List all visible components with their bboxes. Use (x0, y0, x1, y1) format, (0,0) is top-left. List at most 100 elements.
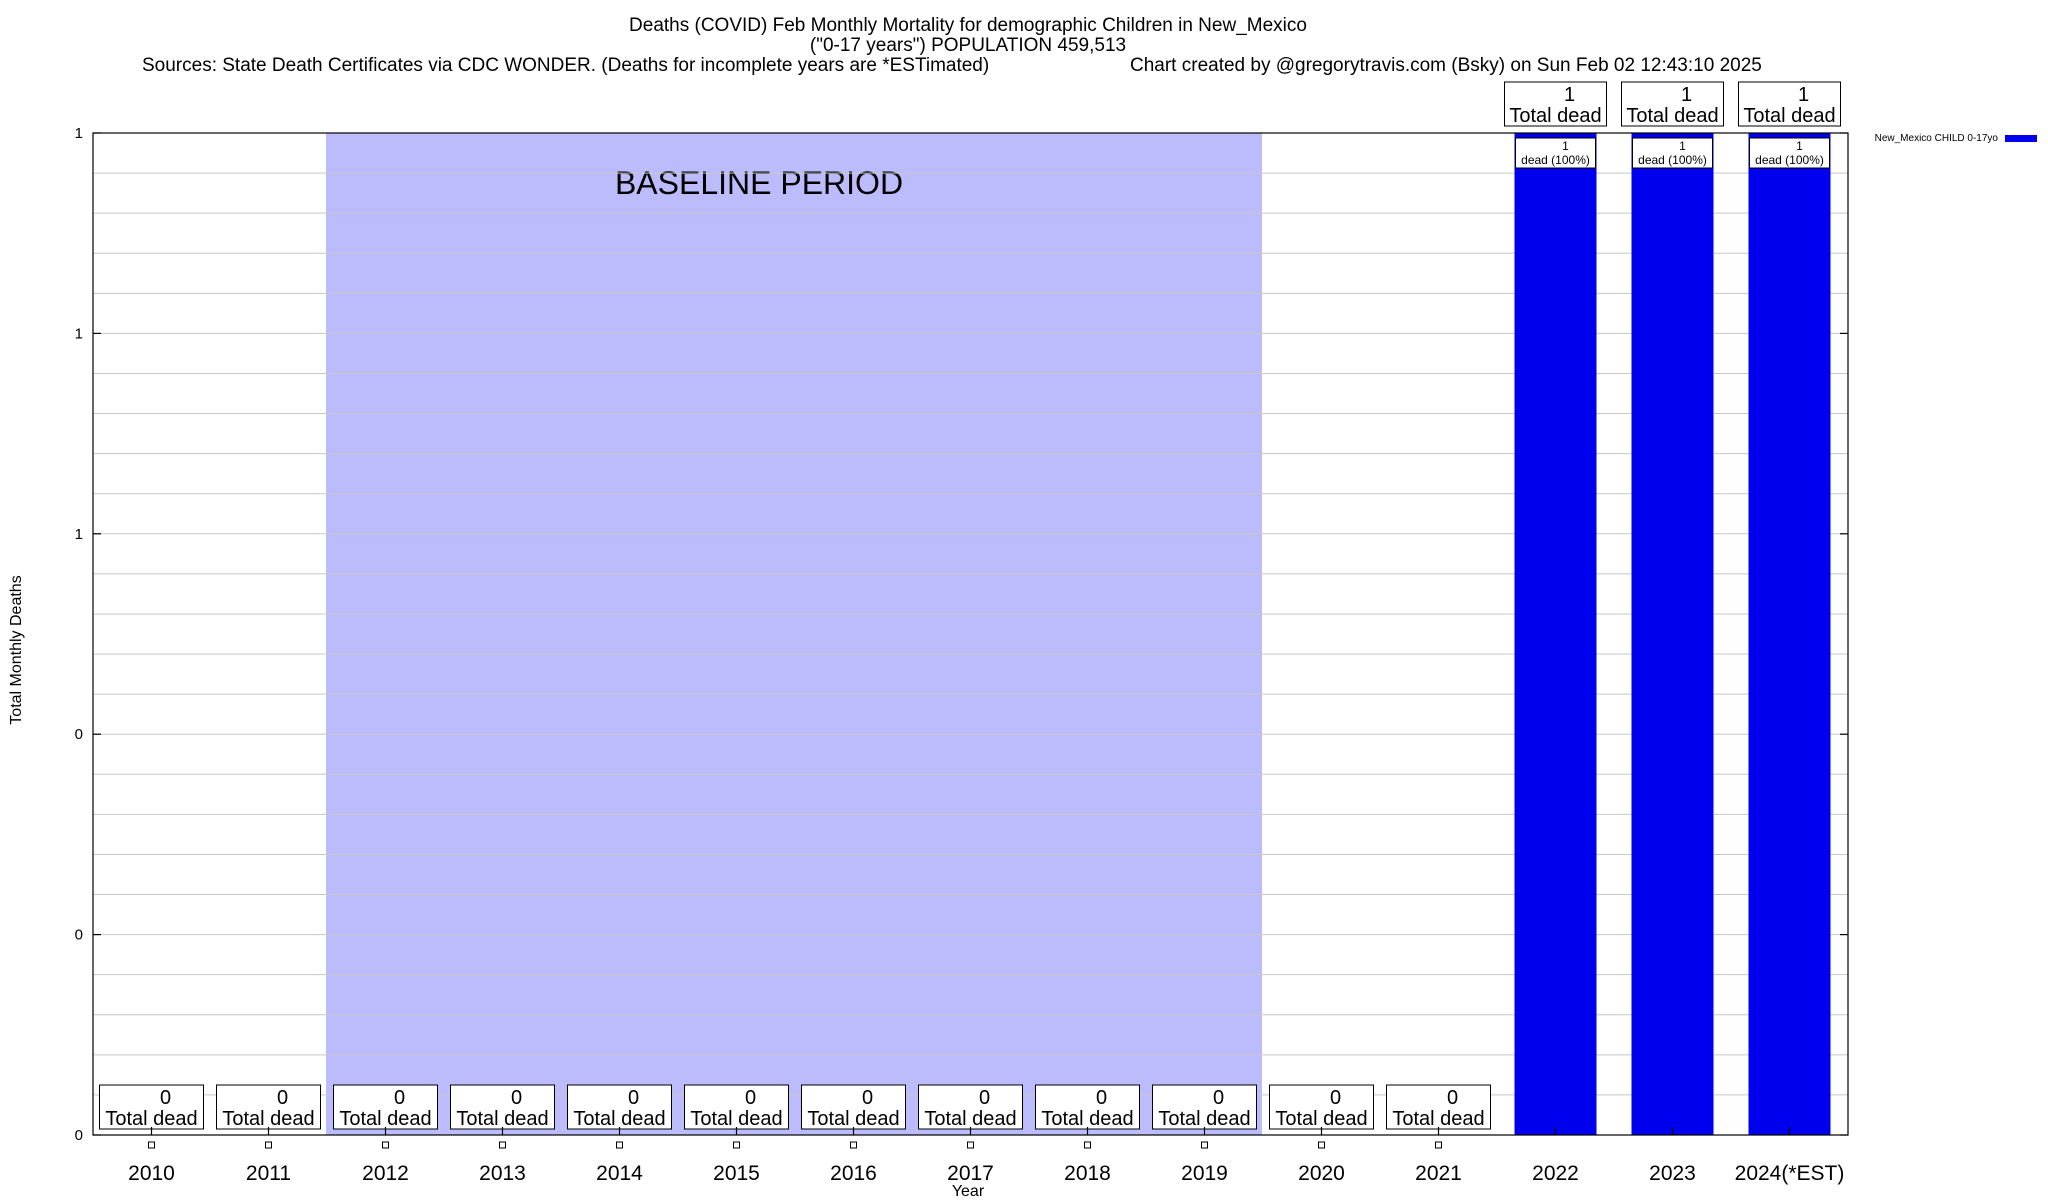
total-dead-text: Total dead (1041, 1108, 1133, 1130)
total-dead-value: 0 (1447, 1087, 1458, 1109)
zero-point-marker (148, 1141, 155, 1149)
bar-inner-label-box (1749, 137, 1830, 169)
zero-point-marker (499, 1141, 506, 1149)
x-tick-label: 2012 (362, 1162, 409, 1185)
chart-subtitle-sources: Sources: State Death Certificates via CD… (142, 55, 989, 76)
zero-point-marker (1084, 1141, 1091, 1149)
chart-subtitle-credit: Chart created by @gregorytravis.com (Bsk… (1130, 55, 1762, 76)
zero-point-marker (265, 1141, 272, 1149)
x-tick-label: 2015 (713, 1162, 760, 1185)
y-axis-label: Total Monthly Deaths (8, 575, 25, 724)
bar-inner-label-text: dead (100%) (1755, 153, 1824, 167)
x-axis-label: Year (952, 1183, 985, 1200)
legend: New_Mexico CHILD 0-17yo (1875, 133, 2037, 144)
x-tick-label: 2014 (596, 1162, 643, 1185)
x-tick-label: 2013 (479, 1162, 526, 1185)
zero-point-marker (733, 1141, 740, 1149)
x-tick-label: 2021 (1415, 1162, 1462, 1185)
bar-2022 (1514, 133, 1597, 1135)
y-tick-label: 1 (75, 125, 83, 142)
total-dead-box (1152, 1084, 1257, 1130)
zero-point-marker (967, 1141, 974, 1149)
x-axis-ticks: 2010 2011 2012 2013 2014 2015 2016 2017 2018 2019… (128, 1127, 1844, 1185)
bar-inner-label-value: 1 (1562, 139, 1569, 153)
total-dead-box (567, 1084, 672, 1130)
x-tick-label: 2023 (1649, 1162, 1696, 1185)
zero-point-marker (1435, 1141, 1442, 1149)
total-dead-box (1504, 81, 1607, 127)
x-tick-label: 2024(*EST) (1735, 1162, 1845, 1185)
total-dead-text: Total dead (1626, 105, 1718, 127)
total-dead-box (99, 1084, 204, 1130)
total-dead-value: 0 (160, 1087, 171, 1109)
total-dead-box (1621, 81, 1724, 127)
legend-entry-label: New_Mexico CHILD 0-17yo (1875, 133, 1999, 144)
y-tick-label: 0 (75, 1127, 83, 1144)
total-dead-text: Total dead (105, 1108, 197, 1130)
total-dead-box (216, 1084, 321, 1130)
x-tick-label: 2011 (246, 1162, 291, 1185)
x-tick-label: 2017 (947, 1162, 994, 1185)
zero-point-marker (850, 1141, 857, 1149)
x-tick-label: 2016 (830, 1162, 877, 1185)
x-tick-label: 2010 (128, 1162, 175, 1185)
total-dead-box (918, 1084, 1023, 1130)
total-dead-text: Total dead (1509, 105, 1601, 127)
total-dead-value: 0 (394, 1087, 405, 1109)
bar-inner-label-box (1515, 137, 1596, 169)
legend-entry-swatch (2005, 135, 2037, 142)
bar-2023 (1631, 133, 1714, 1135)
total-dead-text: Total dead (924, 1108, 1016, 1130)
total-dead-value: 0 (745, 1087, 756, 1109)
total-dead-value: 0 (1330, 1087, 1341, 1109)
bar-inner-label-value: 1 (1796, 139, 1803, 153)
x-tick-label: 2022 (1532, 1162, 1579, 1185)
total-dead-box (1738, 81, 1841, 127)
total-dead-text: Total dead (807, 1108, 899, 1130)
total-dead-box (1269, 1084, 1374, 1130)
total-dead-value: 1 (1681, 84, 1692, 106)
zero-point-marker (382, 1141, 389, 1149)
total-dead-box (1386, 1084, 1491, 1130)
bar-inner-label-box (1632, 137, 1713, 169)
total-dead-box (450, 1084, 555, 1130)
baseline-period-band (326, 133, 1262, 1135)
total-dead-value: 0 (1096, 1087, 1107, 1109)
total-dead-text: Total dead (222, 1108, 314, 1130)
total-dead-text: Total dead (1158, 1108, 1250, 1130)
total-dead-text: Total dead (573, 1108, 665, 1130)
y-tick-label: 0 (75, 927, 83, 944)
total-dead-box (801, 1084, 906, 1130)
baseline-period-label: BASELINE PERIOD (615, 165, 903, 201)
total-dead-text: Total dead (339, 1108, 431, 1130)
zero-point-marker (616, 1141, 623, 1149)
total-dead-box (333, 1084, 438, 1130)
y-tick-label: 0 (75, 726, 83, 743)
total-dead-text: Total dead (1275, 1108, 1367, 1130)
total-dead-value: 0 (628, 1087, 639, 1109)
bars (1514, 133, 1831, 1135)
y-tick-label: 1 (75, 325, 83, 342)
bar-inner-label-text: dead (100%) (1638, 153, 1707, 167)
chart-title-line-2: ("0-17 years") POPULATION 459,513 (810, 35, 1126, 56)
bar-inner-label-text: dead (100%) (1521, 153, 1590, 167)
total-dead-text: Total dead (690, 1108, 782, 1130)
total-dead-value: 0 (277, 1087, 288, 1109)
